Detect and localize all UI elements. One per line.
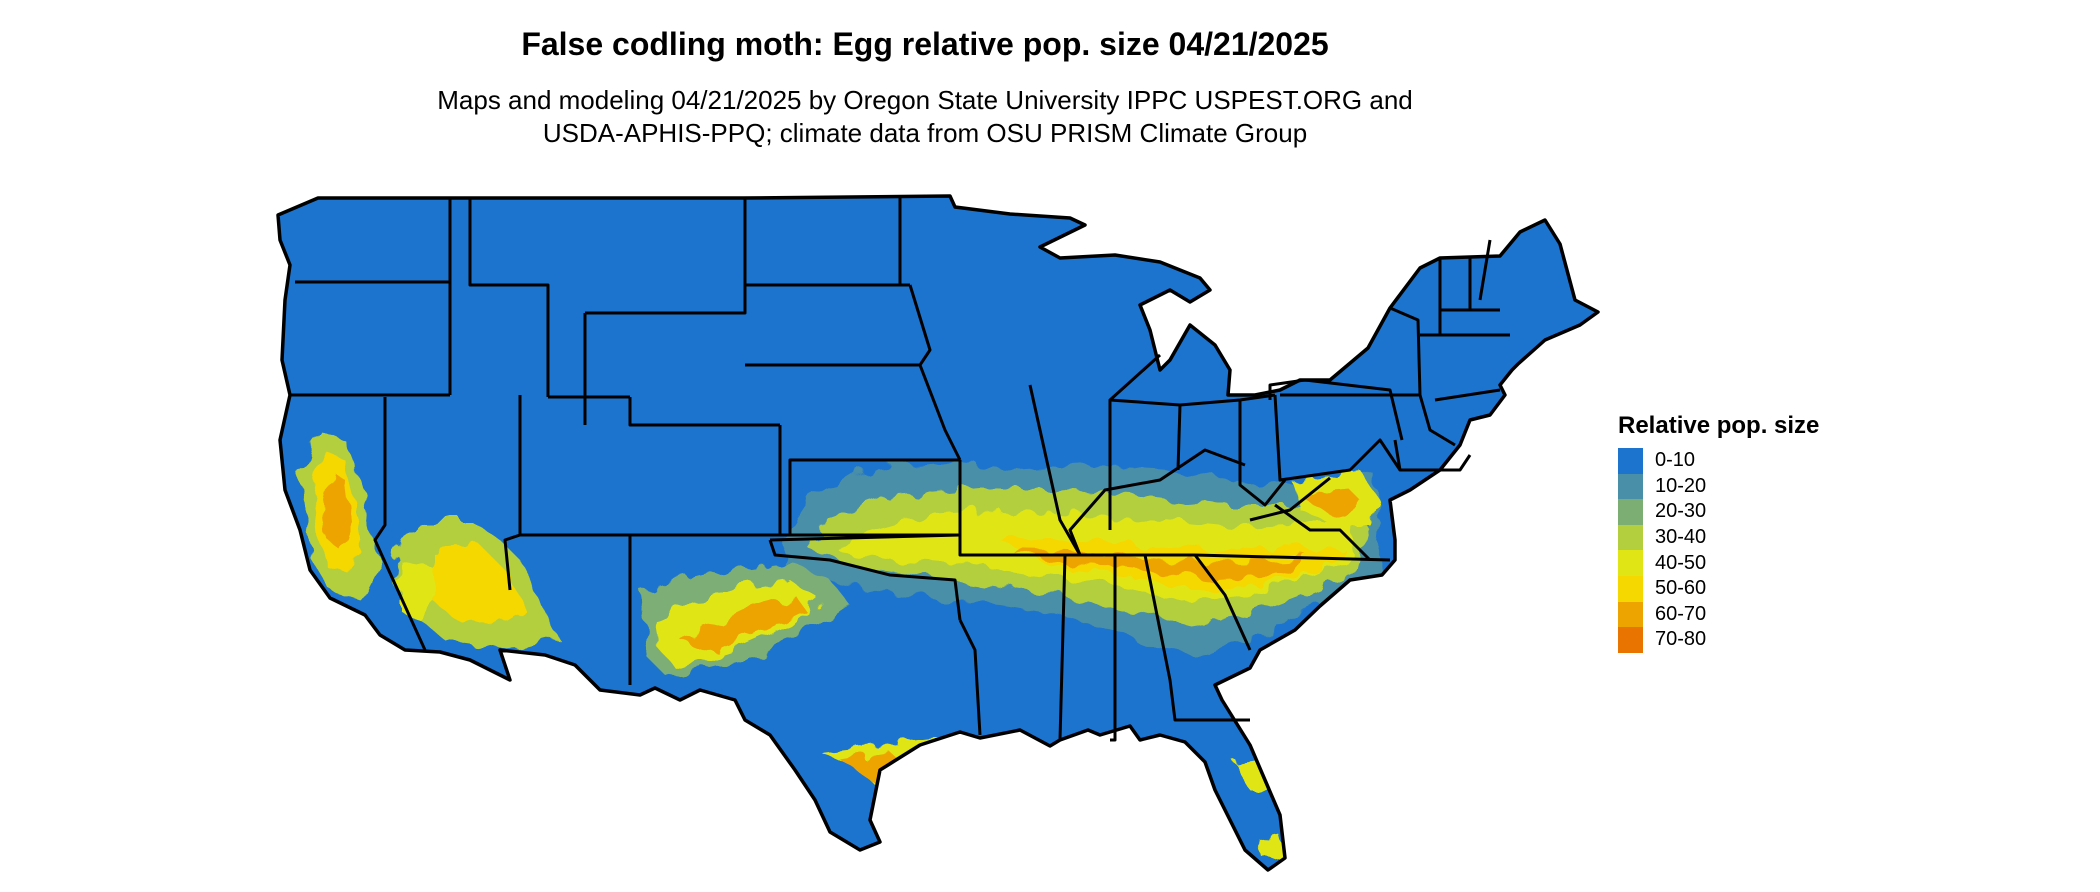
state-border bbox=[1028, 384, 1082, 556]
subtitle-line-1: Maps and modeling 04/21/2025 by Oregon S… bbox=[437, 85, 1413, 115]
state-border bbox=[585, 198, 747, 315]
state-border bbox=[628, 397, 780, 427]
legend-item: 60-70 bbox=[1618, 601, 1819, 628]
legend-item: 30-40 bbox=[1618, 524, 1819, 551]
state-border bbox=[1249, 476, 1331, 522]
population-band bbox=[324, 470, 350, 550]
population-band bbox=[680, 595, 805, 650]
map-title: False codling moth: Egg relative pop. si… bbox=[521, 26, 1329, 62]
state-border bbox=[1393, 439, 1472, 472]
legend-item: 50-60 bbox=[1618, 575, 1819, 602]
state-border bbox=[908, 284, 962, 461]
state-border bbox=[1193, 554, 1252, 651]
legend-title: Relative pop. size bbox=[1618, 412, 1820, 439]
legend-swatch bbox=[1618, 499, 1643, 525]
legend-label: 40-50 bbox=[1655, 551, 1707, 574]
legend-label: 50-60 bbox=[1655, 577, 1707, 600]
legend-label: 0-10 bbox=[1655, 449, 1696, 472]
map-subtitle: Maps and modeling 04/21/2025 by Oregon S… bbox=[0, 84, 1850, 150]
population-band bbox=[1300, 490, 1365, 515]
subtitle-line-2: USDA-APHIS-PPQ; climate data from OSU PR… bbox=[542, 118, 1308, 148]
legend-item: 20-30 bbox=[1618, 499, 1819, 525]
legend-swatch bbox=[1618, 627, 1643, 653]
population-band bbox=[430, 545, 525, 625]
state-border bbox=[1068, 448, 1246, 556]
state-border bbox=[503, 395, 522, 591]
state-border bbox=[1108, 353, 1276, 407]
state-border bbox=[958, 619, 982, 736]
legend-item: 10-20 bbox=[1618, 473, 1819, 500]
legend-swatch bbox=[1618, 550, 1643, 576]
us-outline bbox=[276, 194, 1600, 872]
legend-item: 0-10 bbox=[1618, 448, 1819, 474]
state-border bbox=[1389, 306, 1422, 396]
state-border bbox=[373, 397, 427, 651]
legend-label: 60-70 bbox=[1655, 602, 1707, 625]
legend-swatch bbox=[1618, 575, 1643, 602]
legend-item: 70-80 bbox=[1618, 627, 1819, 653]
state-border bbox=[1194, 553, 1391, 562]
state-border bbox=[1115, 553, 1250, 722]
legend: Relative pop. size 0-10 10-20 20-30 30-40 40… bbox=[1618, 412, 1819, 653]
population-band bbox=[1260, 835, 1285, 860]
state-border bbox=[1110, 555, 1117, 742]
state-border bbox=[768, 539, 962, 621]
legend-items: 0-10 10-20 20-30 30-40 40-50 50-60 60-70 70-80 bbox=[1618, 448, 1819, 653]
state-border bbox=[1274, 503, 1372, 562]
legend-swatch bbox=[1618, 524, 1643, 551]
legend-swatch bbox=[1618, 448, 1643, 474]
state-boundaries bbox=[290, 198, 1510, 742]
legend-item: 40-50 bbox=[1618, 550, 1819, 576]
state-border bbox=[1176, 404, 1182, 471]
legend-label: 20-30 bbox=[1655, 500, 1707, 523]
state-border bbox=[958, 535, 1065, 557]
legend-label: 30-40 bbox=[1655, 526, 1707, 549]
state-border bbox=[1238, 400, 1287, 507]
legend-label: 10-20 bbox=[1655, 474, 1707, 497]
state-border bbox=[1478, 239, 1492, 301]
population-band bbox=[400, 560, 440, 620]
population-band bbox=[840, 752, 905, 780]
state-border bbox=[1434, 388, 1501, 402]
state-border bbox=[468, 198, 550, 397]
legend-swatch bbox=[1618, 473, 1643, 500]
state-border bbox=[1280, 393, 1456, 447]
state-border bbox=[1273, 394, 1402, 482]
population-band bbox=[1010, 550, 1310, 580]
state-border bbox=[1058, 554, 1067, 741]
legend-swatch bbox=[1618, 601, 1643, 628]
legend-label: 70-80 bbox=[1655, 628, 1707, 651]
